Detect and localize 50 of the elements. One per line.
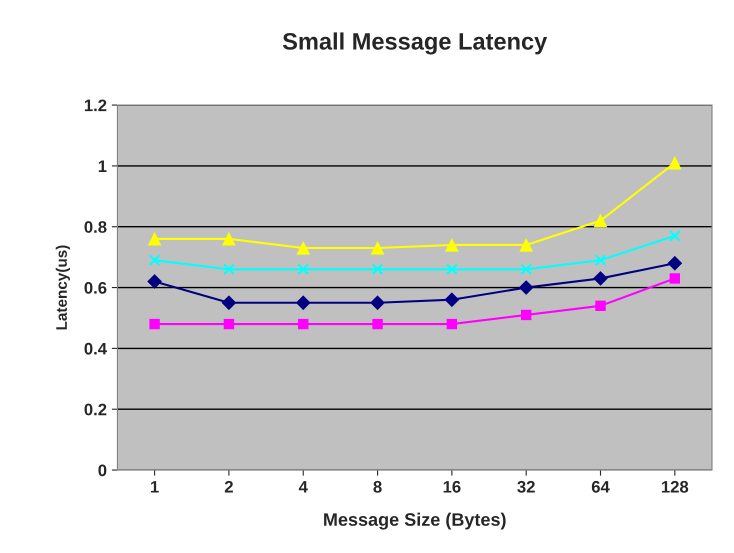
y-tick-label: 1 [98, 160, 107, 172]
chart-title: Small Message Latency [282, 32, 548, 55]
point [668, 230, 681, 242]
point [372, 318, 383, 330]
point [668, 256, 682, 270]
y-tick-label: 0.2 [84, 404, 106, 416]
point [148, 254, 161, 266]
x-tick-label: 64 [592, 480, 610, 493]
y-tick-label: 1.2 [84, 99, 106, 112]
point [298, 318, 308, 330]
point [222, 296, 236, 310]
point [224, 318, 234, 330]
x-tick-label: 1 [151, 481, 159, 493]
point [296, 296, 310, 310]
point [520, 310, 532, 320]
point [147, 274, 162, 289]
y-tick-label: 0.4 [84, 342, 107, 355]
point [594, 254, 606, 266]
point [520, 263, 532, 276]
point [370, 241, 384, 255]
point [149, 318, 160, 330]
point [148, 232, 162, 246]
point [446, 318, 458, 330]
point [296, 241, 310, 255]
x-tick-label: 4 [298, 481, 308, 493]
point [595, 300, 606, 312]
point [670, 273, 680, 284]
y-axis-title: Latency(us) [56, 245, 70, 330]
point [370, 296, 385, 310]
point [445, 238, 458, 252]
point [518, 280, 534, 295]
x-tick-label: 32 [517, 480, 535, 493]
point [297, 263, 310, 276]
x-tick-label: 16 [444, 480, 461, 493]
point [444, 292, 460, 307]
point [594, 214, 608, 228]
point [668, 156, 682, 170]
x-tick-label: 2 [224, 480, 233, 493]
point [446, 263, 458, 276]
point [223, 263, 235, 276]
point [593, 271, 608, 286]
point [222, 232, 236, 246]
y-tick-label: 0 [98, 464, 106, 476]
y-tick-label: 0.8 [84, 221, 107, 233]
x-axis-title: Message Size (Bytes) [324, 512, 506, 530]
point [520, 238, 533, 252]
y-tick-label: 0.6 [84, 282, 106, 294]
x-tick-label: 128 [662, 480, 688, 493]
point [372, 263, 384, 276]
x-tick-label: 8 [373, 480, 382, 493]
